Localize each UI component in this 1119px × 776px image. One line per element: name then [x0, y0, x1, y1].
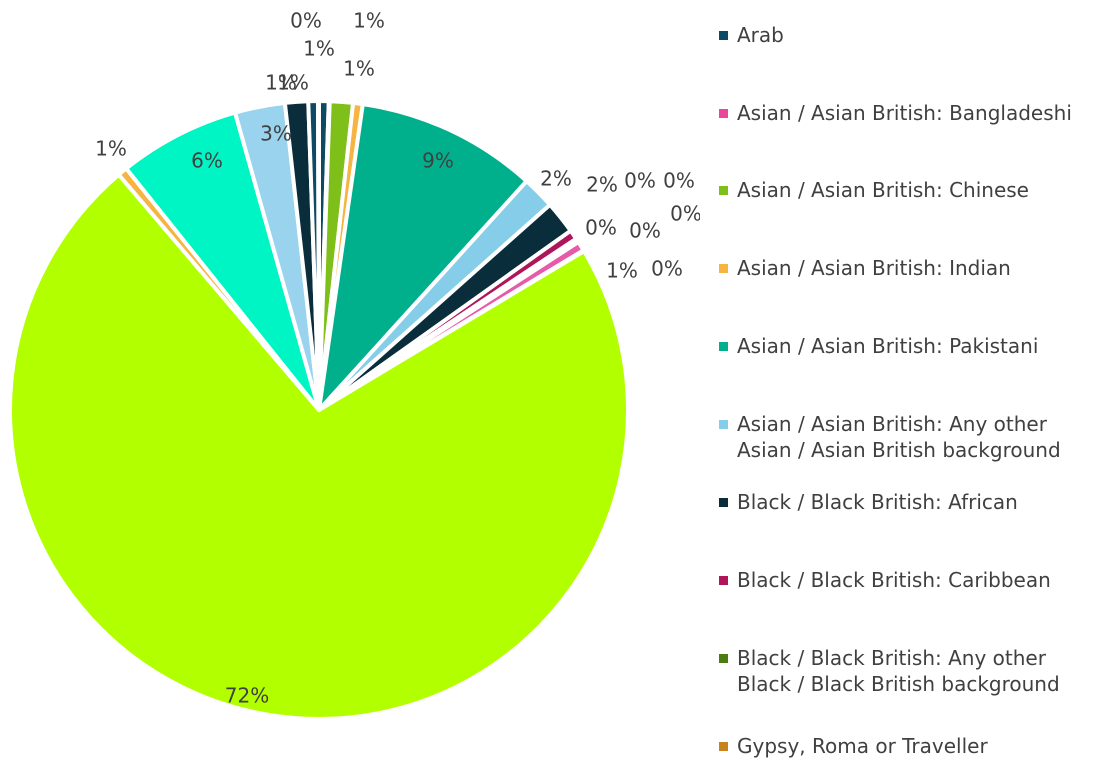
pie-slice	[124, 110, 321, 412]
legend-label: Asian / Asian British: Chinese	[737, 178, 1029, 202]
data-label: 2%	[586, 173, 618, 197]
legend-swatch	[719, 31, 728, 40]
data-label: 0%	[663, 169, 695, 193]
pie-slice	[317, 102, 529, 412]
data-label: 1%	[265, 71, 297, 95]
legend-label: Asian / Asian British: Bangladeshi	[737, 101, 1072, 125]
data-label: 3%	[260, 122, 292, 146]
data-label: 9%	[422, 149, 454, 173]
pie-slices	[8, 98, 630, 721]
data-label: 6%	[191, 149, 223, 173]
legend-swatch	[719, 498, 728, 507]
legend-item: Black / Black British: African	[719, 489, 1018, 515]
legend-label: Black / Black British: Caribbean	[737, 568, 1051, 592]
data-label: 72%	[225, 684, 269, 708]
legend-item: Gypsy, Roma or Traveller	[719, 733, 988, 759]
pie-slice	[316, 98, 321, 412]
legend-item: Black / Black British: Any other Black /…	[719, 645, 1060, 697]
legend-item: Asian / Asian British: Any other Asian /…	[719, 411, 1061, 463]
legend-swatch	[719, 109, 728, 118]
legend-item: Arab	[719, 22, 784, 48]
data-label: 1%	[303, 37, 335, 61]
data-label: 0%	[585, 216, 617, 240]
pie-chart: 0%1%1%1%9%2% 2% 0% 0%0%0%0%1% 0%72%1% 6%3%1%1…	[8, 9, 700, 721]
data-label: 0%	[670, 202, 700, 226]
legend-swatch	[719, 420, 728, 429]
data-label: 0%	[629, 219, 661, 243]
legend-item: Black / Black British: Caribbean	[719, 567, 1051, 593]
data-label: 0%	[624, 169, 656, 193]
data-label: 1%	[277, 71, 309, 95]
legend-item: Asian / Asian British: Chinese	[719, 177, 1029, 203]
legend-swatch	[719, 186, 728, 195]
legend-swatch	[719, 264, 728, 273]
legend-label: Arab	[737, 23, 784, 47]
legend-label: Black / Black British: Any other Black /…	[737, 646, 1060, 696]
data-labels: 0%1%1%1%9%2% 2% 0% 0%0%0%0%1% 0%72%1% 6%3%1%1…	[95, 9, 700, 708]
legend-label: Asian / Asian British: Pakistani	[737, 334, 1039, 358]
legend-item: Asian / Asian British: Pakistani	[719, 333, 1038, 359]
legend-label: Asian / Asian British: Indian	[737, 256, 1011, 280]
legend-label: Asian / Asian British: Any other Asian /…	[737, 412, 1061, 462]
data-label: 2%	[540, 167, 572, 191]
data-label: 1%	[343, 57, 375, 81]
legend-swatch	[719, 654, 728, 663]
legend-item: Asian / Asian British: Bangladeshi	[719, 100, 1072, 126]
data-label: 0%	[290, 9, 322, 33]
legend-swatch	[719, 576, 728, 585]
data-label: 1%	[606, 259, 638, 283]
data-label: 0%	[651, 257, 683, 281]
legend-label: Gypsy, Roma or Traveller	[737, 734, 988, 758]
legend-label: Black / Black British: African	[737, 490, 1018, 514]
legend-item: Asian / Asian British: Indian	[719, 255, 1011, 281]
pie-slice	[8, 172, 630, 721]
data-label: 1%	[353, 9, 385, 33]
legend-swatch	[719, 742, 728, 751]
legend-swatch	[719, 342, 728, 351]
data-label: 1%	[95, 137, 127, 161]
